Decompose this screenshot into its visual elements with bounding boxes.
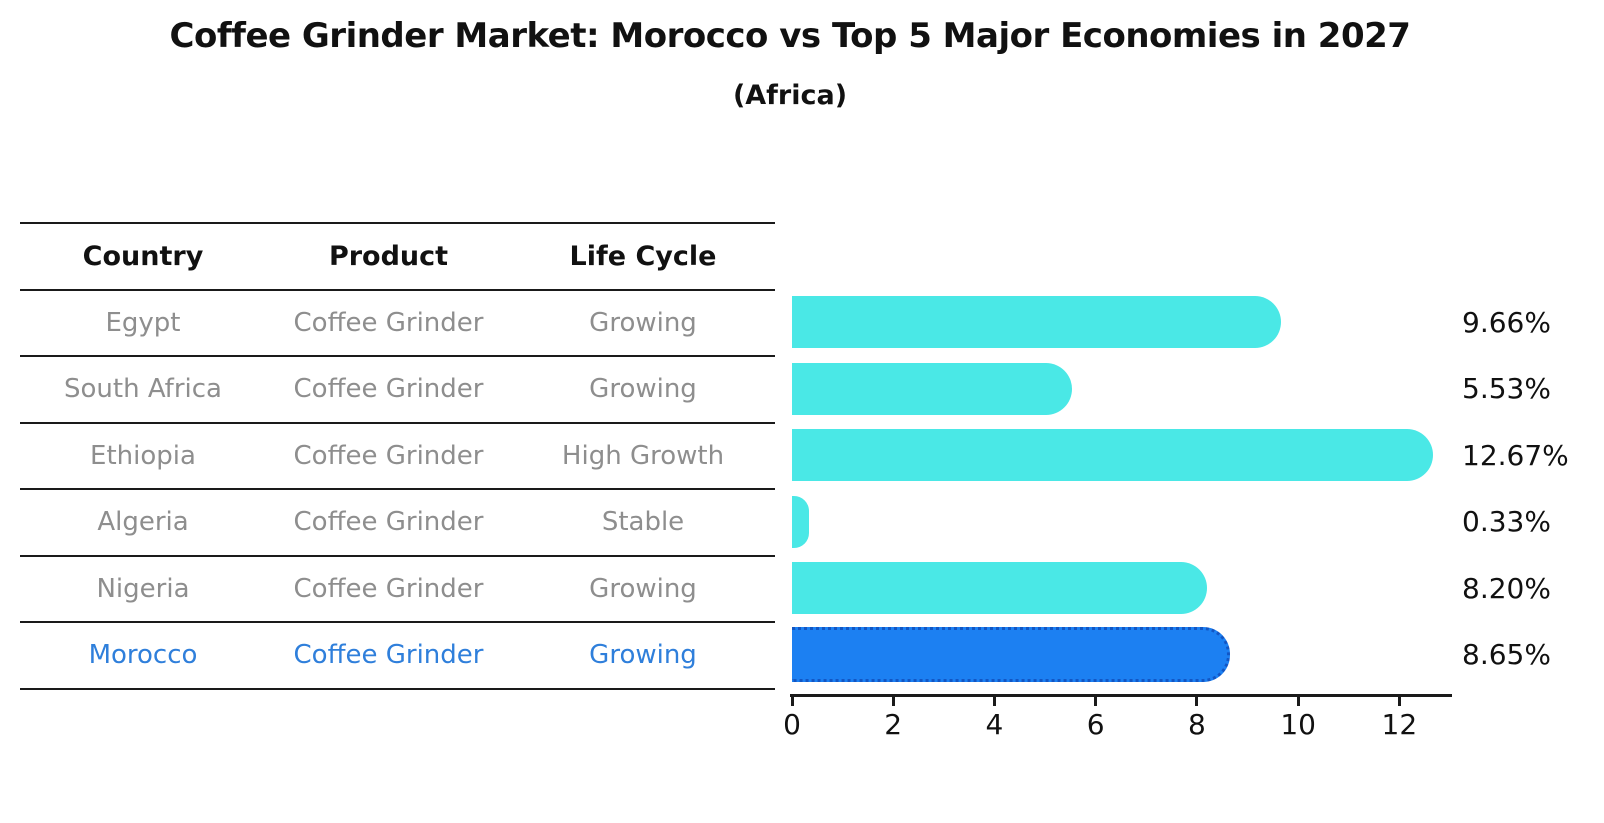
column-header-country: Country (82, 240, 204, 272)
value-label: 0.33% (1462, 505, 1551, 539)
bar (792, 495, 809, 548)
country-table: Country Product Life Cycle Egypt Coffee … (20, 222, 775, 690)
value-label: 8.20% (1462, 571, 1551, 605)
column-header-lifecycle: Life Cycle (569, 240, 717, 272)
x-tick-label: 8 (1188, 708, 1206, 741)
column-header-product: Product (328, 240, 449, 272)
table-row: South Africa Coffee Grinder Growing (20, 355, 775, 422)
table-row: Ethiopia Coffee Grinder High Growth (20, 421, 775, 489)
table-cell-product: Coffee Grinder (293, 374, 484, 405)
bar-row (792, 555, 1450, 622)
x-tick-label: 2 (884, 708, 903, 741)
table-cell-product: Coffee Grinder (293, 640, 484, 671)
table-cell-lifecycle: Growing (589, 374, 697, 405)
value-label: 9.66% (1462, 305, 1551, 339)
value-label: 12.67% (1462, 438, 1569, 472)
x-tick-label: 4 (985, 708, 1004, 741)
chart-subtitle: (Africa) (732, 80, 848, 111)
x-tick-label: 6 (1086, 708, 1105, 741)
bar (792, 296, 1281, 349)
table-cell-country: Ethiopia (90, 440, 196, 471)
x-tick-label: 12 (1381, 708, 1418, 741)
table-cell-lifecycle: Growing (589, 307, 697, 338)
x-axis (790, 694, 1452, 697)
table-cell-lifecycle: Growing (589, 573, 697, 604)
table-cell-product: Coffee Grinder (293, 507, 484, 538)
bar-plot-area (792, 289, 1450, 688)
bar (792, 627, 1230, 683)
table-row: Egypt Coffee Grinder Growing (20, 288, 775, 356)
table-cell-country: Nigeria (96, 573, 190, 604)
x-tick (1296, 697, 1300, 706)
bar-row (792, 489, 1450, 556)
table-row: Morocco Coffee Grinder Growing (20, 621, 775, 688)
table-cell-lifecycle: Growing (589, 640, 697, 671)
table-cell-lifecycle: High Growth (561, 440, 725, 471)
table-cell-product: Coffee Grinder (293, 440, 484, 471)
table-cell-country: Egypt (105, 307, 181, 338)
table-cell-country: South Africa (64, 374, 222, 405)
bar-row (792, 422, 1450, 489)
x-tick (992, 697, 996, 706)
chart-title: Coffee Grinder Market: Morocco vs Top 5 … (169, 16, 1411, 56)
bar (792, 362, 1072, 415)
bar (792, 429, 1434, 482)
table-cell-country: Algeria (97, 507, 189, 538)
x-tick-label: 10 (1280, 708, 1316, 741)
bar-row (792, 622, 1450, 689)
bar-row (792, 356, 1450, 423)
bar-row (792, 289, 1450, 356)
x-tick (1094, 697, 1098, 706)
x-tick (891, 697, 895, 706)
value-label-column: 9.66% 5.53% 12.67% 0.33% 8.20% 8.65% (1462, 289, 1604, 688)
bar (792, 562, 1207, 615)
table-cell-country: Morocco (88, 640, 198, 671)
value-label: 5.53% (1462, 372, 1551, 406)
table-row: Nigeria Coffee Grinder Growing (20, 554, 775, 622)
x-tick (790, 697, 794, 706)
value-label: 8.65% (1462, 638, 1551, 672)
x-tick (1195, 697, 1199, 706)
table-header-row: Country Product Life Cycle (20, 222, 775, 289)
table-cell-product: Coffee Grinder (293, 307, 484, 338)
table-row: Algeria Coffee Grinder Stable (20, 488, 775, 555)
x-tick (1397, 697, 1401, 706)
table-cell-lifecycle: Stable (601, 507, 685, 538)
table-cell-product: Coffee Grinder (293, 573, 484, 604)
x-tick-label: 0 (783, 708, 801, 741)
